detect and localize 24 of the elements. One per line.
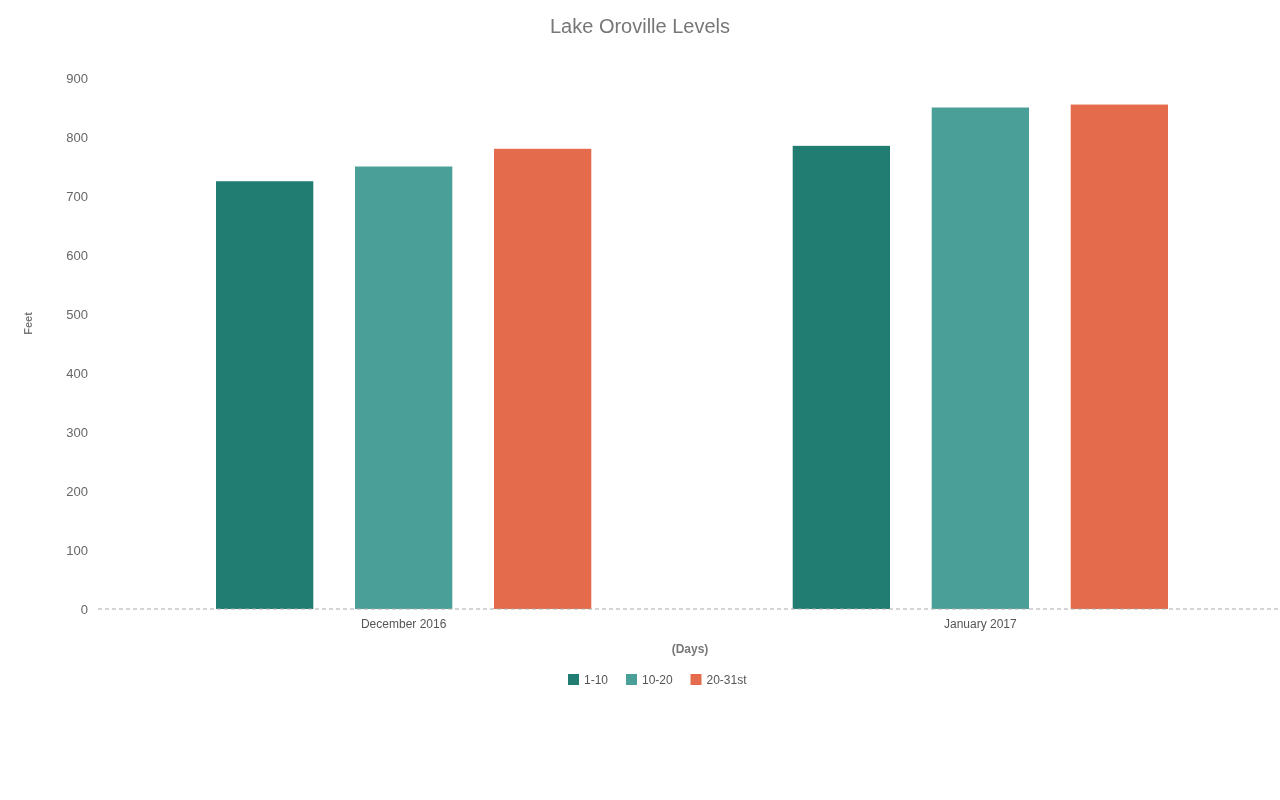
x-tick-label: January 2017	[943, 617, 1018, 631]
y-tick-label: 0	[80, 601, 88, 617]
y-tick-label: 900	[66, 70, 88, 86]
bar	[792, 145, 890, 609]
y-tick-label: 600	[66, 247, 88, 263]
bar	[931, 107, 1029, 609]
chart-title: Lake Oroville Levels	[549, 15, 731, 37]
bar	[355, 166, 453, 609]
y-tick-label: 300	[66, 424, 88, 440]
y-tick-label: 400	[66, 365, 88, 381]
y-tick-label: 100	[66, 542, 88, 558]
y-axis-title: Feet	[22, 311, 34, 335]
y-tick-label: 800	[66, 129, 88, 145]
legend-label: 10-20	[642, 673, 674, 688]
bar	[1070, 104, 1168, 609]
y-tick-label: 700	[66, 188, 88, 204]
legend-label: 20-31st	[706, 673, 748, 688]
bar	[216, 181, 314, 609]
x-axis-title: (Days)	[671, 642, 709, 656]
x-tick-label: December 2016	[360, 617, 447, 631]
bar	[494, 148, 592, 609]
legend-label: 1-10	[584, 673, 609, 688]
y-tick-label: 200	[66, 483, 88, 499]
y-tick-label: 500	[66, 306, 88, 322]
